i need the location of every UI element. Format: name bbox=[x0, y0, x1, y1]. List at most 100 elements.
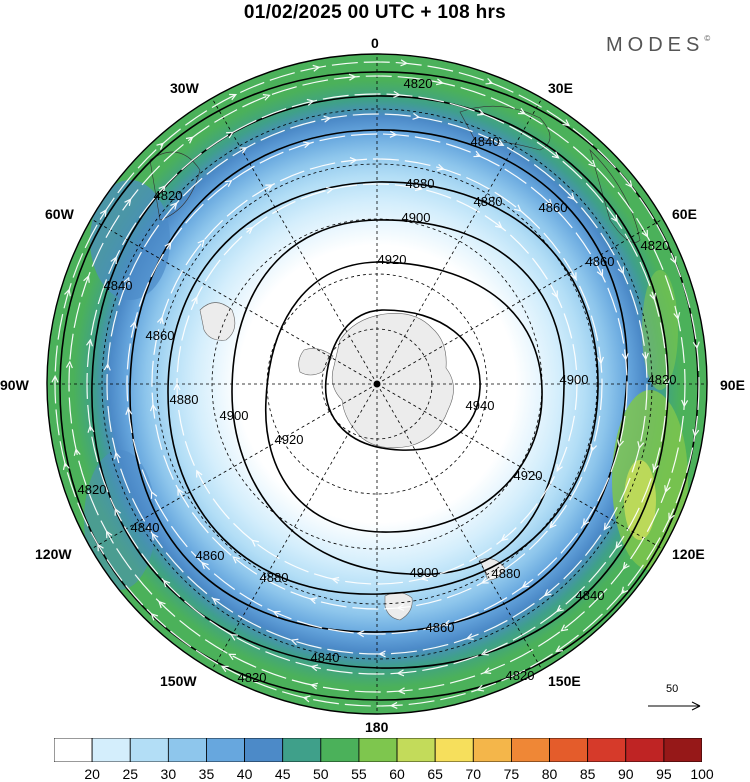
contour-4840 bbox=[91, 95, 669, 669]
streamline-arrow bbox=[567, 192, 575, 201]
streamline-arrow bbox=[224, 180, 233, 187]
streamline-arrow bbox=[500, 534, 509, 542]
meridian-line bbox=[211, 98, 378, 385]
streamline-arrow bbox=[412, 112, 421, 120]
streamline-arrow bbox=[220, 665, 229, 673]
streamline-arrow bbox=[420, 574, 429, 582]
contour-label: 4820 bbox=[641, 238, 670, 253]
streamline-arrow bbox=[436, 78, 444, 86]
streamline-arrow bbox=[272, 610, 281, 618]
streamline-arrow bbox=[551, 290, 558, 299]
streamline-arrow bbox=[495, 221, 503, 229]
streamline-arrow bbox=[302, 141, 311, 149]
colorbar-swatch bbox=[549, 738, 589, 762]
contour-label: 4860 bbox=[146, 328, 175, 343]
contour-label: 4940 bbox=[466, 398, 495, 413]
colorbar-swatch bbox=[129, 738, 169, 762]
contour-label: 4880 bbox=[474, 194, 503, 209]
streamline-arrow bbox=[641, 352, 649, 361]
modes-logo: MODES© bbox=[606, 34, 710, 57]
streamline-arrow bbox=[556, 604, 564, 613]
streamline-arrow bbox=[158, 600, 166, 609]
colorbar-swatch bbox=[396, 738, 436, 762]
streamline-arrow bbox=[621, 353, 629, 361]
contour-4900 bbox=[231, 219, 565, 575]
colorbar-tick-label: 80 bbox=[541, 766, 558, 782]
streamline-arrow bbox=[191, 296, 198, 304]
streamline-arrow bbox=[164, 241, 172, 250]
streamline-arrow bbox=[496, 139, 505, 146]
streamline bbox=[151, 158, 603, 610]
contour-label: 4920 bbox=[275, 432, 304, 447]
colorbar-tick-label: 25 bbox=[122, 766, 139, 782]
streamline-arrow bbox=[396, 669, 405, 677]
colorbar-tick-label: 90 bbox=[617, 766, 634, 782]
south-pole-marker bbox=[373, 380, 381, 388]
lon-label-30w: 30W bbox=[170, 80, 199, 96]
streamline-arrow bbox=[669, 256, 677, 265]
streamline-arrow bbox=[582, 518, 590, 527]
contour-label: 4860 bbox=[586, 254, 615, 269]
streamline-arrow bbox=[177, 487, 184, 496]
colorbar-swatch bbox=[320, 738, 360, 762]
streamline-arrow bbox=[312, 64, 321, 72]
streamline-arrow bbox=[123, 276, 130, 285]
streamline-arrow bbox=[265, 184, 274, 191]
colorbar-swatch bbox=[91, 738, 131, 762]
jet-core bbox=[624, 460, 656, 540]
colorbar-swatch bbox=[244, 738, 284, 762]
lon-label-120w: 120W bbox=[35, 546, 72, 562]
contour-label: 4900 bbox=[402, 210, 431, 225]
streamline-arrow bbox=[641, 229, 649, 238]
colorbar-swatch bbox=[511, 738, 550, 762]
contour-label: 4820 bbox=[648, 372, 677, 387]
colorbar-swatch bbox=[167, 738, 207, 762]
streamline-arrow bbox=[673, 312, 681, 321]
contour-label: 4880 bbox=[492, 566, 521, 581]
streamline-arrow bbox=[331, 576, 340, 584]
streamline bbox=[68, 75, 686, 693]
streamline-arrow bbox=[692, 341, 700, 350]
streamline-arrow bbox=[570, 272, 577, 281]
colorbar-tick-label: 30 bbox=[160, 766, 177, 782]
streamline-arrow bbox=[162, 579, 171, 588]
streamline-arrow bbox=[610, 214, 618, 223]
meridian-line bbox=[91, 218, 378, 385]
lon-label-30e: 30E bbox=[548, 80, 573, 96]
colorbar-tick-label: 75 bbox=[503, 766, 520, 782]
contour-label: 4840 bbox=[576, 588, 605, 603]
contour-label: 4860 bbox=[539, 200, 568, 215]
streamline-arrow bbox=[212, 597, 220, 605]
lon-label-180: 180 bbox=[365, 719, 389, 735]
streamline-arrow bbox=[310, 664, 319, 672]
south-america-coast bbox=[149, 151, 201, 221]
island bbox=[199, 302, 236, 341]
contour-label: 4820 bbox=[238, 670, 267, 685]
lon-label-120e: 120E bbox=[672, 546, 705, 562]
streamline-arrow bbox=[103, 362, 111, 371]
streamline-arrow bbox=[483, 667, 492, 674]
colorbar-swatch bbox=[434, 738, 474, 762]
meridian-line bbox=[91, 383, 378, 550]
streamline-arrow bbox=[521, 581, 530, 588]
streamline-arrow bbox=[86, 338, 94, 347]
streamline-arrow bbox=[105, 530, 113, 539]
streamline bbox=[106, 113, 648, 655]
streamline-arrow bbox=[306, 98, 315, 106]
streamline-arrow bbox=[310, 682, 318, 690]
streamline-arrow bbox=[652, 463, 659, 472]
contour-label: 4880 bbox=[260, 570, 289, 585]
streamline-arrow bbox=[156, 142, 165, 150]
colorbar-tick-label: 70 bbox=[465, 766, 482, 782]
colorbar-tick-label: 55 bbox=[351, 766, 367, 782]
streamline-arrow bbox=[325, 186, 334, 194]
streamline-arrow bbox=[477, 108, 486, 116]
streamline-arrow bbox=[125, 407, 133, 415]
colorbar-swatch bbox=[54, 738, 93, 762]
contour-label: 4920 bbox=[378, 252, 407, 267]
lon-label-0: 0 bbox=[371, 35, 379, 51]
contour-label: 4880 bbox=[406, 176, 435, 191]
streamline-arrow bbox=[185, 136, 194, 144]
streamline-arrow bbox=[99, 208, 107, 217]
streamline-arrow bbox=[476, 684, 485, 692]
